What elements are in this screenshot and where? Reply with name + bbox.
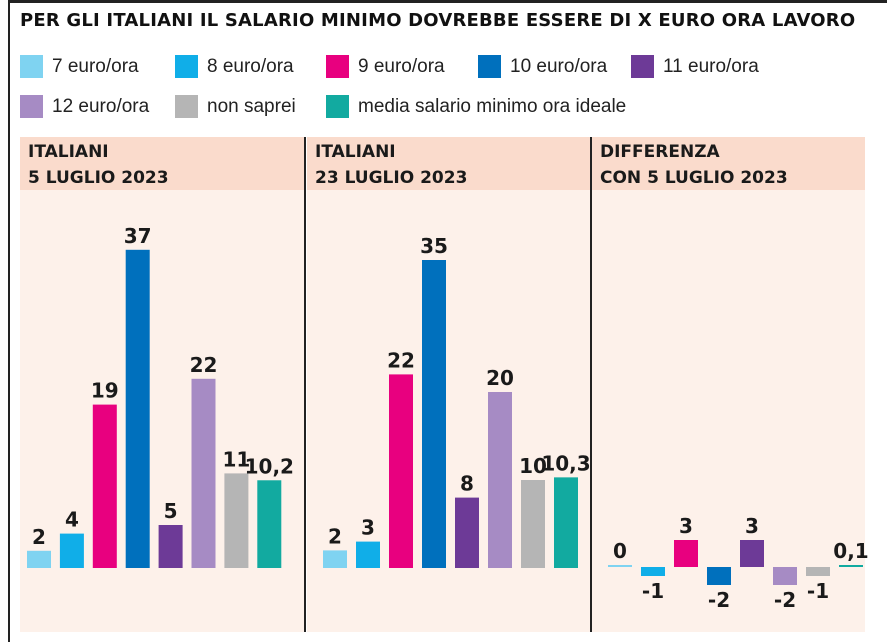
- bar-panel1-2: [92, 404, 117, 568]
- legend-swatch: [478, 55, 501, 78]
- bar-value-label-panel2-1: 3: [361, 516, 375, 540]
- legend-label: 9 euro/ora: [358, 55, 445, 77]
- legend-item-8-euro: 8 euro/ora: [175, 55, 294, 78]
- bar-panel3-7: [839, 565, 863, 567]
- bar-panel2-3: [422, 260, 446, 568]
- legend-label: 7 euro/ora: [52, 55, 139, 77]
- panel-1-title-line2: 5 LUGLIO 2023: [28, 168, 169, 188]
- bar-value-label-panel3-4: 3: [745, 514, 759, 538]
- panel-3-title-line1: DIFFERENZA: [600, 142, 720, 162]
- panel-3-header: DIFFERENZA CON 5 LUGLIO 2023: [592, 137, 865, 190]
- bar-value-label-panel2-0: 2: [328, 524, 342, 548]
- bar-value-label-panel1-1: 4: [65, 508, 79, 532]
- bar-value-label-panel2-7: 10,3: [541, 451, 590, 475]
- bar-value-label-panel3-1: -1: [642, 579, 664, 603]
- bar-panel3-0: [608, 565, 632, 567]
- bar-panel3-4: [740, 540, 764, 567]
- bar-panel3-3: [707, 567, 731, 585]
- panel-2-title-line1: ITALIANI: [315, 142, 396, 162]
- legend-label: non saprei: [207, 95, 296, 117]
- panel-3-title-line2: CON 5 LUGLIO 2023: [600, 168, 788, 188]
- legend-swatch: [175, 95, 198, 118]
- legend-label: 12 euro/ora: [52, 95, 150, 117]
- panel-1-title: ITALIANI 5 LUGLIO 2023: [28, 139, 169, 191]
- bar-value-label-panel1-0: 2: [32, 525, 46, 549]
- bar-panel2-6: [521, 480, 545, 568]
- bar-value-label-panel3-2: 3: [679, 514, 693, 538]
- bar-panel2-2: [389, 374, 413, 568]
- bar-panel2-5: [488, 392, 512, 568]
- bar-value-label-panel3-3: -2: [708, 588, 730, 612]
- legend-item-non-saprei: non saprei: [175, 95, 296, 118]
- bar-value-label-panel1-5: 22: [190, 353, 218, 377]
- legend-swatch: [20, 55, 43, 78]
- legend-item-11-euro: 11 euro/ora: [631, 55, 759, 78]
- bar-panel1-0: [27, 550, 51, 568]
- bar-panel1-1: [59, 533, 84, 568]
- bar-value-label-panel1-6: 11: [222, 447, 250, 471]
- bar-panel2-0: [323, 550, 347, 568]
- top-rule: [8, 0, 887, 3]
- bar-panel3-1: [641, 567, 665, 576]
- bar-panel2-1: [356, 541, 380, 568]
- bar-panel1-3: [125, 249, 150, 569]
- panel-divider-2: [590, 137, 592, 632]
- legend-item-7-euro: 7 euro/ora: [20, 55, 139, 78]
- bar-value-label-panel1-2: 19: [91, 379, 119, 403]
- panel-2-header: ITALIANI 23 LUGLIO 2023: [307, 137, 590, 190]
- bar-panel3-6: [806, 567, 830, 576]
- legend-label: media salario minimo ora ideale: [358, 95, 627, 117]
- legend-swatch: [326, 95, 349, 118]
- bar-panel3-2: [674, 540, 698, 567]
- legend-item-10-euro: 10 euro/ora: [478, 55, 607, 78]
- bar-value-label-panel3-7: 0,1: [833, 539, 868, 563]
- panel-2-title-line2: 23 LUGLIO 2023: [315, 168, 468, 188]
- panel-1-title-line1: ITALIANI: [28, 142, 109, 162]
- frame-left-border: [8, 0, 10, 642]
- panel-2-title: ITALIANI 23 LUGLIO 2023: [315, 139, 467, 191]
- legend-item-media: media salario minimo ora ideale: [326, 95, 626, 118]
- bar-panel1-4: [158, 525, 183, 568]
- bar-value-label-panel3-6: -1: [807, 579, 829, 603]
- bar-value-label-panel2-5: 20: [486, 366, 514, 390]
- legend-item-9-euro: 9 euro/ora: [326, 55, 445, 78]
- legend-label: 11 euro/ora: [663, 55, 759, 77]
- legend-swatch: [326, 55, 349, 78]
- bar-value-label-panel2-2: 22: [387, 348, 415, 372]
- bar-value-label-panel1-3: 37: [124, 224, 152, 248]
- bar-value-label-panel3-5: -2: [774, 588, 796, 612]
- page-title: PER GLI ITALIANI IL SALARIO MINIMO DOVRE…: [20, 10, 856, 31]
- legend-swatch: [20, 95, 43, 118]
- bar-value-label-panel2-4: 8: [460, 472, 474, 496]
- legend-label: 10 euro/ora: [510, 55, 608, 77]
- bar-panel1-7: [257, 480, 282, 568]
- panel-1-header: ITALIANI 5 LUGLIO 2023: [20, 137, 305, 190]
- legend-label: 8 euro/ora: [207, 55, 294, 77]
- panel-divider-1: [304, 137, 306, 632]
- bar-panel2-4: [455, 497, 479, 568]
- legend-item-12-euro: 12 euro/ora: [20, 95, 149, 118]
- bar-panel1-5: [191, 378, 216, 568]
- bar-value-label-panel3-0: 0: [613, 539, 627, 563]
- legend-swatch: [631, 55, 654, 78]
- bar-value-label-panel2-3: 35: [420, 234, 448, 258]
- panel-3-title: DIFFERENZA CON 5 LUGLIO 2023: [600, 139, 788, 191]
- legend-swatch: [175, 55, 198, 78]
- bar-panel2-7: [554, 477, 578, 568]
- bar-value-label-panel1-7: 10,2: [245, 454, 294, 478]
- panel-3-background: [592, 190, 865, 632]
- bar-value-label-panel1-4: 5: [164, 499, 178, 523]
- bar-panel1-6: [224, 473, 249, 568]
- bar-panel3-5: [773, 567, 797, 585]
- legend: 7 euro/ora 8 euro/ora 9 euro/ora 10 euro…: [20, 55, 880, 125]
- bar-value-label-panel2-6: 10: [519, 454, 547, 478]
